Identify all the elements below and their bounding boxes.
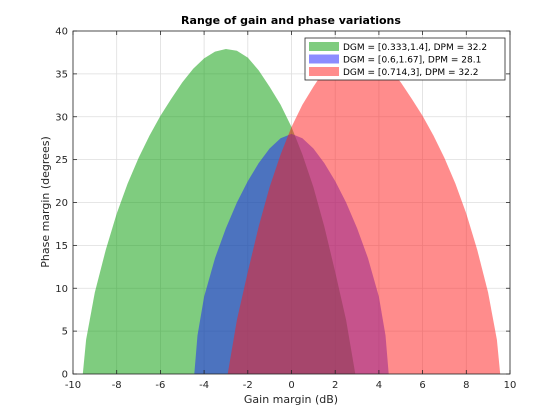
legend-swatch-3 <box>309 67 339 76</box>
y-axis-label: Phase margin (degrees) <box>39 136 52 268</box>
y-tick-label: 20 <box>55 198 68 209</box>
y-tick-label: 40 <box>55 27 68 38</box>
x-tick-label: 6 <box>419 380 425 391</box>
y-tick-label: 10 <box>55 284 68 295</box>
x-tick-label: -2 <box>243 380 253 391</box>
x-tick-label: 8 <box>463 380 469 391</box>
y-tick-label: 25 <box>55 155 68 166</box>
legend-label-2: DGM = [0.6,1.67], DPM = 28.1 <box>343 56 481 66</box>
x-tick-label: 4 <box>376 380 382 391</box>
x-tick-label: 0 <box>288 380 294 391</box>
x-tick-label: -4 <box>199 380 209 391</box>
x-tick-label: 10 <box>504 380 517 391</box>
legend-swatch-1 <box>309 42 339 51</box>
x-tick-label: -8 <box>112 380 122 391</box>
legend-label-1: DGM = [0.333,1.4], DPM = 32.2 <box>343 43 487 53</box>
chart-title: Range of gain and phase variations <box>181 14 401 27</box>
x-axis: -10 -8 -6 -4 -2 0 2 4 6 8 10 <box>65 31 517 391</box>
x-axis-label: Gain margin (dB) <box>244 393 338 406</box>
y-tick-label: 0 <box>62 370 68 381</box>
series-area-3 <box>227 49 501 374</box>
legend-label-3: DGM = [0.714,3], DPM = 32.2 <box>343 68 478 78</box>
y-tick-label: 35 <box>55 69 68 80</box>
y-tick-label: 15 <box>55 241 68 252</box>
legend-swatch-2 <box>309 54 339 64</box>
x-tick-label: -6 <box>155 380 165 391</box>
y-tick-label: 5 <box>62 327 68 338</box>
legend: DGM = [0.333,1.4], DPM = 32.2 DGM = [0.6,… <box>304 37 506 81</box>
series-areas <box>82 49 501 374</box>
y-tick-label: 30 <box>55 112 68 123</box>
x-tick-label: 2 <box>332 380 338 391</box>
y-axis: 0 5 10 15 20 25 30 35 40 <box>55 27 510 381</box>
x-tick-label: -10 <box>65 380 81 391</box>
